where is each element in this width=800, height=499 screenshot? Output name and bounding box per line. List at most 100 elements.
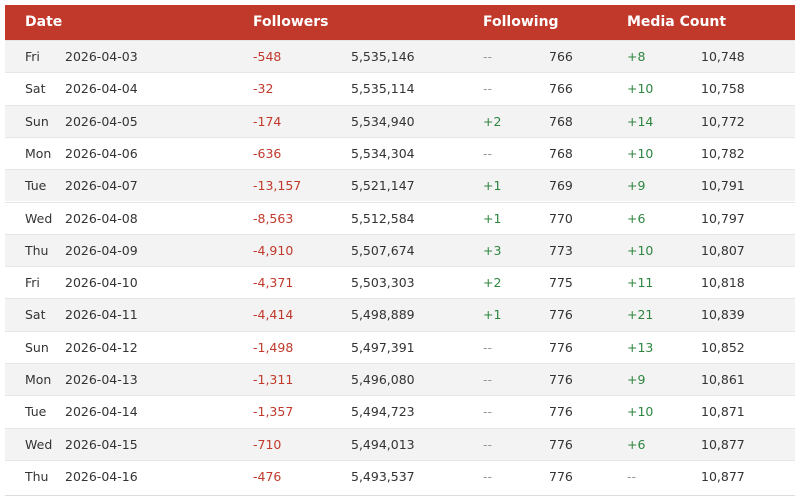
table-row: Thu 2026-04-09 -4,910 5,507,674 +3 773 +10 10,8… [5,233,795,267]
following-total: 776 [549,404,573,420]
followers-total: 5,534,940 [351,113,415,129]
followers-change: -548 [253,49,282,64]
table-row: Tue 2026-04-14 -1,357 5,494,723 -- 776 +10 10,8… [5,395,795,427]
following-total: 776 [549,436,573,452]
following-change: -- [483,81,493,97]
weekday: Wed [25,436,53,452]
table-row: Mon 2026-04-06 -636 5,534,304 -- 768 +10 10,782 [5,136,795,169]
date: 2026-04-03 [65,49,138,64]
date: 2026-04-05 [65,113,138,129]
following-total: 773 [549,242,573,258]
following-total: 766 [549,49,573,64]
followers-change: -1,311 [253,372,294,387]
followers-total: 5,496,080 [351,372,415,387]
followers-change: -8,563 [253,210,294,226]
media-change: +6 [627,436,646,452]
following-change: +1 [483,210,502,226]
table-header: Date Followers Following Media Count [5,5,795,40]
media-change: +9 [627,372,646,387]
following-total: 776 [549,339,573,355]
weekday: Tue [25,178,47,194]
weekday: Wed [25,210,53,226]
date: 2026-04-15 [65,436,138,452]
following-total: 766 [549,81,573,97]
followers-change: -13,157 [253,178,302,194]
following-change: +1 [483,178,502,194]
date: 2026-04-08 [65,210,138,226]
table-row: Sun 2026-04-12 -1,498 5,497,391 -- 776 +13 10,8… [5,330,795,363]
followers-total: 5,507,674 [351,242,415,258]
following-change: -- [483,372,493,387]
weekday: Sat [25,81,46,97]
media-total: 10,797 [701,210,745,226]
following-change: -- [483,404,493,420]
date: 2026-04-12 [65,339,138,355]
table-row: Wed 2026-04-08 -8,563 5,512,584 +1 770 +6 10,79… [5,201,795,234]
media-change: -- [627,468,637,484]
column-header: Date [25,14,63,30]
media-change: +21 [627,307,654,323]
date: 2026-04-06 [65,145,138,161]
weekday: Tue [25,404,47,420]
media-total: 10,877 [701,436,745,452]
table-row: Fri 2026-04-10 -4,371 5,503,303 +2 775 +11 10,8… [5,266,795,298]
media-total: 10,852 [701,339,745,355]
weekday: Mon [25,145,52,161]
media-change: +8 [627,49,646,64]
media-total: 10,861 [701,372,745,387]
date: 2026-04-04 [65,81,138,97]
date: 2026-04-13 [65,372,138,387]
following-total: 776 [549,307,573,323]
followers-change: -1,498 [253,339,294,355]
media-change: +10 [627,81,654,97]
following-total: 768 [549,113,573,129]
date: 2026-04-11 [65,307,138,323]
media-total: 10,877 [701,468,745,484]
weekday: Sat [25,307,46,323]
weekday: Thu [25,242,49,258]
stats-table: Date Followers Following Media Count Fri 202… [5,5,795,496]
column-header: Following [483,14,559,30]
column-header: Media Count [627,14,727,30]
media-change: +13 [627,339,654,355]
date: 2026-04-07 [65,178,138,194]
followers-total: 5,497,391 [351,339,415,355]
date: 2026-04-16 [65,468,138,484]
followers-total: 5,494,723 [351,404,415,420]
media-total: 10,871 [701,404,745,420]
column-header: Followers [253,14,329,30]
followers-total: 5,535,146 [351,49,415,64]
following-change: -- [483,49,493,64]
followers-total: 5,535,114 [351,81,415,97]
date: 2026-04-14 [65,404,138,420]
weekday: Sun [25,113,49,129]
media-total: 10,818 [701,275,745,291]
media-change: +11 [627,275,654,291]
following-change: -- [483,436,493,452]
followers-total: 5,493,537 [351,468,415,484]
following-total: 768 [549,145,573,161]
following-total: 776 [549,468,573,484]
followers-change: -1,357 [253,404,294,420]
followers-change: -476 [253,468,282,484]
date: 2026-04-10 [65,275,138,291]
table-row: Fri 2026-04-03 -548 5,535,146 -- 766 +8 10,748 [5,40,795,73]
media-total: 10,839 [701,307,745,323]
media-change: +6 [627,210,646,226]
following-total: 776 [549,372,573,387]
following-change: +2 [483,275,502,291]
table-row: Thu 2026-04-16 -476 5,493,537 -- 776 -- 10,877 [5,459,795,492]
followers-total: 5,512,584 [351,210,415,226]
table-row: Sat 2026-04-11 -4,414 5,498,889 +1 776 +21 10,8… [5,298,795,331]
media-change: +9 [627,178,646,194]
weekday: Sun [25,339,49,355]
followers-total: 5,521,147 [351,178,415,194]
followers-change: -174 [253,113,282,129]
table-row: Sun 2026-04-05 -174 5,534,940 +2 768 +14 10,772 [5,104,795,137]
media-total: 10,782 [701,145,745,161]
following-change: -- [483,468,493,484]
following-total: 769 [549,178,573,194]
followers-change: -710 [253,436,282,452]
media-total: 10,807 [701,242,745,258]
